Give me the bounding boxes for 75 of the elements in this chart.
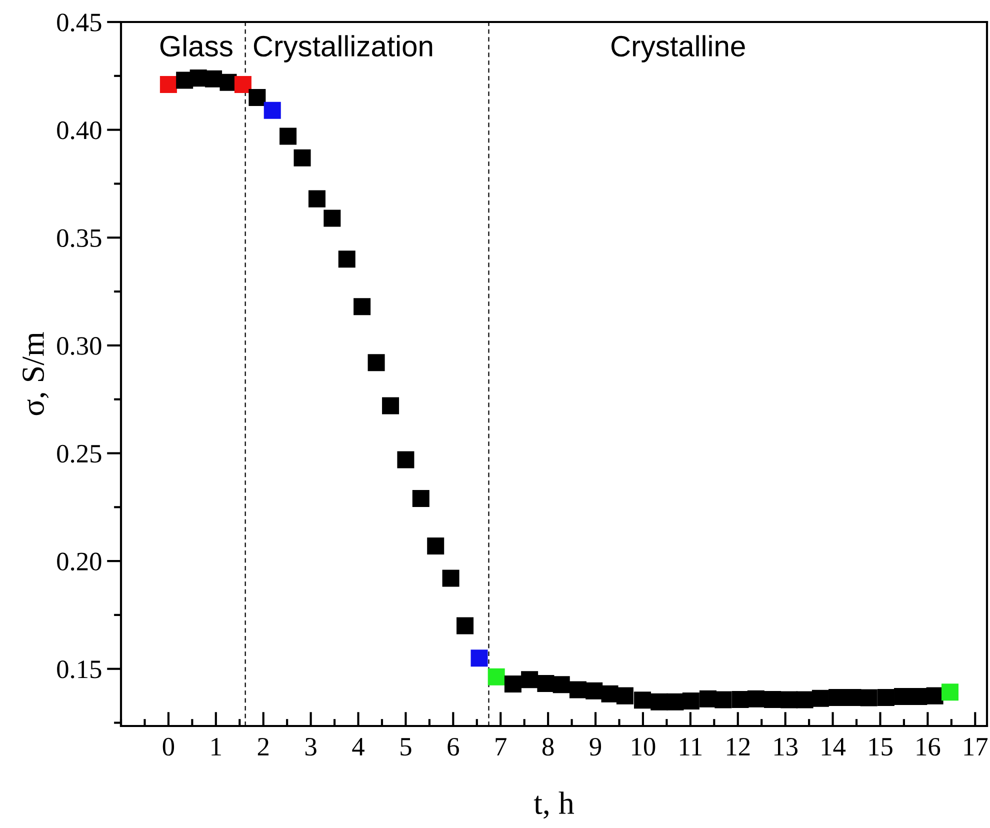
point <box>504 675 522 692</box>
y-axis-title: σ, S/m <box>22 332 49 416</box>
x-axis-title: t, h <box>534 792 574 819</box>
y-tick-label: 0.45 <box>57 14 102 32</box>
y-tick-label: 0.35 <box>57 229 102 248</box>
x-tick-label: 4 <box>352 738 364 756</box>
x-tick-label: 8 <box>542 738 554 756</box>
x-tick-label: 16 <box>916 738 940 756</box>
point <box>248 88 266 106</box>
point <box>442 570 460 587</box>
x-tick-label: 9 <box>590 738 602 756</box>
point <box>894 688 912 705</box>
point <box>732 690 749 708</box>
point <box>338 250 356 268</box>
point <box>780 691 798 708</box>
x-tick-label: 11 <box>680 738 702 756</box>
annotation: Crystallization <box>254 35 432 62</box>
point <box>412 490 430 508</box>
point <box>368 354 385 372</box>
point <box>634 692 652 709</box>
point <box>456 617 474 634</box>
point <box>488 668 505 686</box>
x-tick-label: 13 <box>774 738 798 756</box>
y-tick-label: 0.25 <box>57 444 102 463</box>
annotation: Crystalline <box>611 35 745 62</box>
x-tick-label: 17 <box>964 738 988 756</box>
x-tick-label: 7 <box>496 738 506 756</box>
point <box>926 687 944 704</box>
point <box>941 684 958 701</box>
x-tick-label: 0 <box>162 738 174 756</box>
point <box>650 693 668 710</box>
point <box>682 692 700 710</box>
point <box>234 76 252 94</box>
x-tick-label: 5 <box>400 738 412 756</box>
point <box>537 675 554 692</box>
point <box>382 397 400 414</box>
point <box>616 687 634 704</box>
point <box>264 102 281 119</box>
y-tick-label: 0.40 <box>57 121 102 140</box>
x-tick-label: 1 <box>212 738 221 756</box>
x-tick-label: 15 <box>869 738 892 756</box>
point <box>308 190 326 208</box>
point <box>666 693 684 710</box>
x-tick-label: 3 <box>305 738 316 756</box>
y-tick-label: 0.15 <box>57 660 102 678</box>
x-tick-label: 12 <box>727 738 750 756</box>
point <box>324 210 341 227</box>
point <box>844 689 862 706</box>
point <box>470 650 488 667</box>
point <box>828 689 846 706</box>
x-tick-label: 2 <box>258 738 268 756</box>
point <box>569 681 586 698</box>
x-tick-label: 14 <box>822 738 846 756</box>
point <box>910 688 928 705</box>
point <box>764 690 782 708</box>
point <box>586 682 603 700</box>
point <box>552 676 570 694</box>
point <box>812 690 829 707</box>
point <box>294 149 311 166</box>
point <box>160 76 177 94</box>
x-tick-label: 6 <box>448 738 459 756</box>
point <box>280 128 297 145</box>
point <box>714 691 732 708</box>
y-tick-label: 0.20 <box>57 552 102 571</box>
point <box>860 689 878 706</box>
annotation: Glass <box>160 35 232 57</box>
point <box>747 690 764 708</box>
point <box>796 691 814 708</box>
point <box>877 689 894 706</box>
point <box>521 671 538 688</box>
point <box>397 451 414 468</box>
point <box>427 537 444 554</box>
y-tick-label: 0.30 <box>57 337 102 355</box>
point <box>354 298 371 316</box>
x-tick-label: 10 <box>632 738 656 756</box>
